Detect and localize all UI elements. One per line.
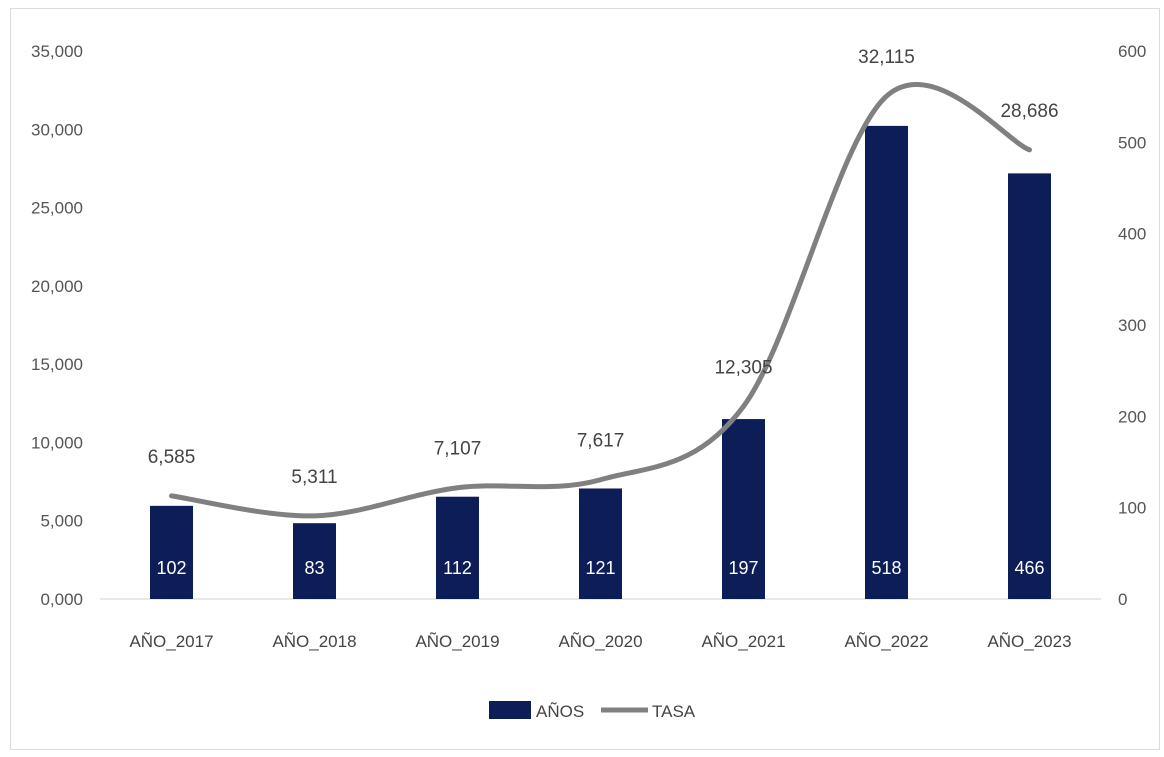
left-axis-tick-label: 10,000 bbox=[31, 433, 83, 452]
left-axis-tick-label: 5,000 bbox=[40, 512, 83, 531]
right-axis-tick-label: 300 bbox=[1118, 316, 1146, 335]
legend-swatch-anos bbox=[489, 701, 531, 719]
right-axis-tick-label: 200 bbox=[1118, 407, 1146, 426]
chart-frame bbox=[10, 8, 1160, 750]
left-axis-tick-label: 30,000 bbox=[31, 120, 83, 139]
bar-data-label: 121 bbox=[585, 558, 615, 578]
bar-año_2023 bbox=[1008, 173, 1051, 600]
category-label: AÑO_2022 bbox=[844, 632, 928, 651]
left-axis-tick-label: 25,000 bbox=[31, 199, 83, 218]
category-label: AÑO_2018 bbox=[272, 632, 356, 651]
category-label: AÑO_2017 bbox=[129, 632, 213, 651]
bar-año_2020 bbox=[579, 488, 622, 599]
bar-data-label: 466 bbox=[1014, 558, 1044, 578]
bar-data-label: 112 bbox=[443, 558, 472, 578]
left-axis-tick-label: 20,000 bbox=[31, 277, 83, 296]
category-label: AÑO_2019 bbox=[415, 632, 499, 651]
right-axis-tick-label: 500 bbox=[1118, 133, 1146, 152]
bar-año_2021 bbox=[722, 419, 765, 599]
bar-data-label: 102 bbox=[156, 558, 186, 578]
tasa-line bbox=[169, 81, 1032, 519]
bar-data-label: 83 bbox=[304, 558, 324, 578]
right-axis-tick-label: 0 bbox=[1118, 590, 1127, 609]
category-label: AÑO_2020 bbox=[558, 632, 642, 651]
bar-año_2019 bbox=[436, 496, 479, 599]
line-data-label: 28,686 bbox=[1000, 101, 1058, 122]
bar-año_2022 bbox=[865, 125, 908, 599]
right-axis-tick-label: 600 bbox=[1118, 42, 1146, 61]
right-axis-tick-label: 400 bbox=[1118, 225, 1146, 244]
line-data-label: 5,311 bbox=[291, 467, 337, 488]
legend-label-tasa: TASA bbox=[652, 702, 696, 721]
line-data-label: 7,617 bbox=[577, 431, 625, 452]
bar-data-label: 518 bbox=[871, 558, 901, 578]
left-axis-tick-label: 35,000 bbox=[31, 42, 83, 61]
left-axis-tick-label: 15,000 bbox=[31, 355, 83, 374]
line-data-label: 6,585 bbox=[148, 447, 196, 468]
left-axis-tick-label: 0,000 bbox=[40, 590, 83, 609]
category-label: AÑO_2023 bbox=[987, 632, 1071, 651]
right-axis-tick-label: 100 bbox=[1118, 499, 1146, 518]
bar-año_2018 bbox=[293, 523, 336, 599]
legend-label-anos: AÑOS bbox=[536, 702, 584, 721]
bar-data-label: 197 bbox=[728, 558, 758, 578]
line-data-label: 7,107 bbox=[434, 439, 482, 460]
category-label: AÑO_2021 bbox=[701, 632, 785, 651]
bar-año_2017 bbox=[150, 505, 193, 599]
line-data-label: 32,115 bbox=[858, 47, 915, 68]
line-data-label: 12,305 bbox=[714, 357, 772, 378]
